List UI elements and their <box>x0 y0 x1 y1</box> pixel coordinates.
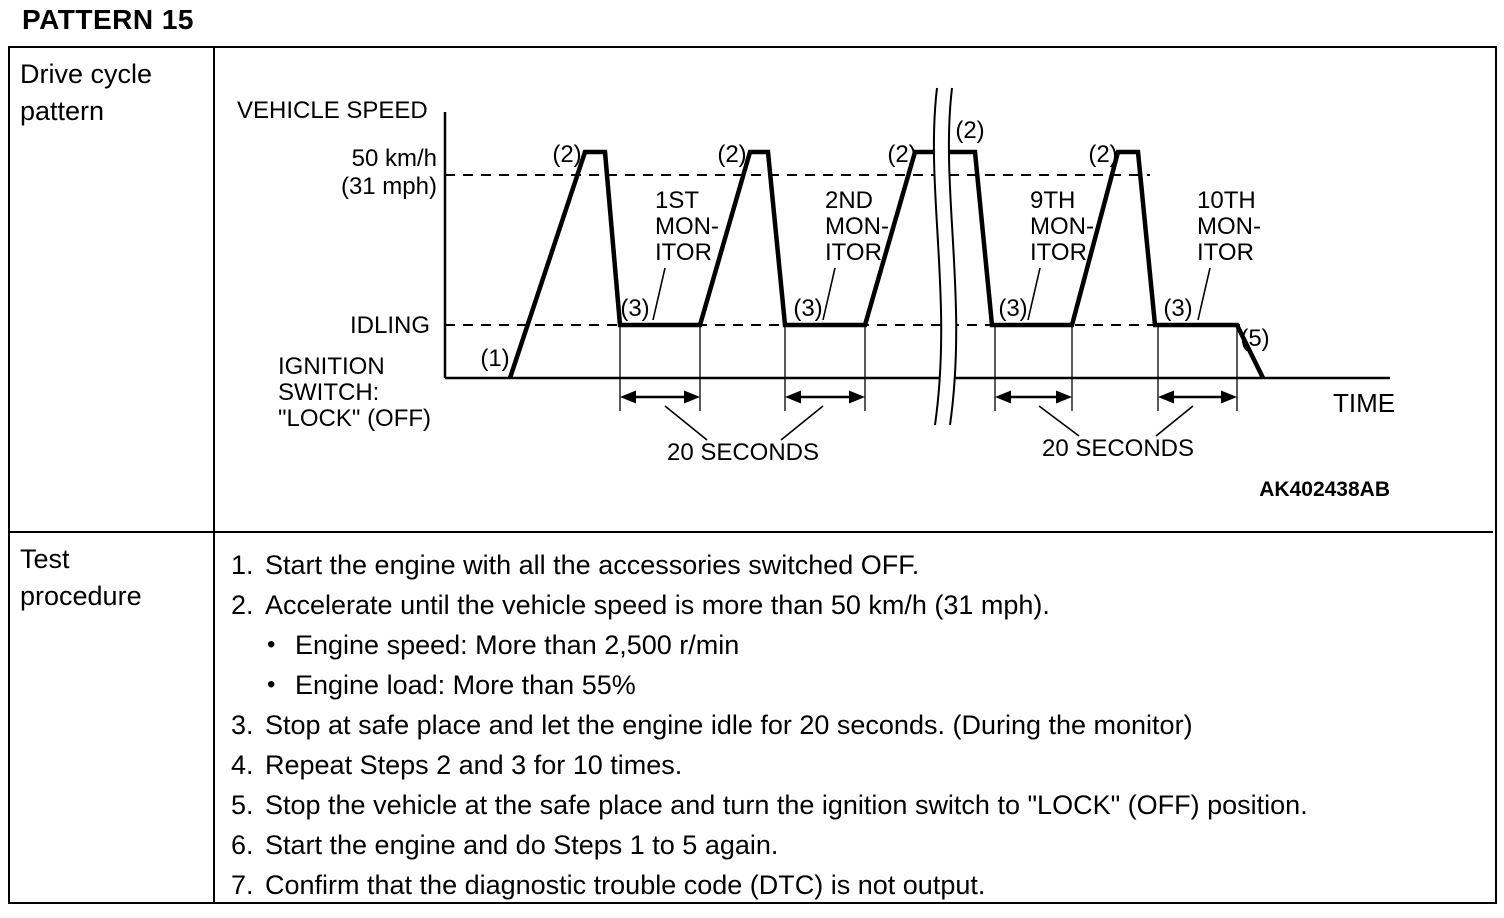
step-text: Stop at safe place and let the engine id… <box>265 710 1193 740</box>
idling-label: IDLING <box>350 312 430 339</box>
monitor-9-label: 9TH MON- ITOR <box>1030 187 1094 266</box>
monitor-leader-lines <box>652 267 1211 321</box>
step-text: Repeat Steps 2 and 3 for 10 times. <box>265 750 683 780</box>
procedure-step-5: 5. Stop the vehicle at the safe place an… <box>231 785 1483 825</box>
svg-text:ITOR: ITOR <box>1030 239 1087 266</box>
speed-50-label: 50 km/h <box>352 145 437 172</box>
twenty-seconds-label-1: 20 SECONDS <box>667 439 819 466</box>
marker-2a: (2) <box>552 141 581 168</box>
svg-text:1ST: 1ST <box>655 187 699 214</box>
pattern-table: Drive cycle pattern <box>8 46 1497 904</box>
vehicle-speed-trace <box>507 149 1266 379</box>
procedure-step-7: 7. Confirm that the diagnostic trouble c… <box>231 865 1483 905</box>
test-procedure-cell: 1. Start the engine with all the accesso… <box>215 533 1493 902</box>
marker-1: (1) <box>480 345 509 372</box>
axis-break-mask <box>933 88 957 425</box>
svg-text:MON-: MON- <box>1030 213 1094 240</box>
step-number: 1. <box>231 550 254 580</box>
bullet-text: Engine load: More than 55% <box>295 670 636 700</box>
step-text: Start the engine and do Steps 1 to 5 aga… <box>265 830 779 860</box>
ignition-label-line2: SWITCH: <box>278 379 379 406</box>
svg-text:2ND: 2ND <box>825 187 873 214</box>
svg-text:MON-: MON- <box>655 213 719 240</box>
ignition-label-line1: IGNITION <box>278 353 385 380</box>
speed-50-mph-label: (31 mph) <box>341 173 437 200</box>
marker-2c: (2) <box>887 141 916 168</box>
marker-2b: (2) <box>717 141 746 168</box>
svg-text:ITOR: ITOR <box>825 239 882 266</box>
ignition-label-line3: "LOCK" (OFF) <box>278 405 431 432</box>
twenty-second-arrows <box>620 390 1237 404</box>
bullet-text: Engine speed: More than 2,500 r/min <box>295 630 740 660</box>
procedure-step-3: 3. Stop at safe place and let the engine… <box>231 705 1483 745</box>
step-number: 5. <box>231 790 254 820</box>
drive-cycle-diagram: VEHICLE SPEED 50 km/h (31 mph) IDLING IG… <box>237 87 1395 501</box>
marker-2d: (2) <box>955 117 984 144</box>
axis-break-right <box>947 87 958 426</box>
page-title: PATTERN 15 <box>22 4 194 35</box>
svg-text:ITOR: ITOR <box>1197 239 1254 266</box>
step-number: 7. <box>231 870 254 900</box>
svg-text:MON-: MON- <box>1197 213 1261 240</box>
svg-text:MON-: MON- <box>825 213 889 240</box>
step-number: 3. <box>231 710 254 740</box>
vehicle-speed-label: VEHICLE SPEED <box>237 97 428 124</box>
svg-text:9TH: 9TH <box>1030 187 1075 214</box>
bullet-icon: • <box>267 671 276 698</box>
drive-cycle-diagram-cell: VEHICLE SPEED 50 km/h (31 mph) IDLING IG… <box>215 48 1493 533</box>
step-number: 6. <box>231 830 254 860</box>
procedure-step-6: 6. Start the engine and do Steps 1 to 5 … <box>231 825 1483 865</box>
idle-guide-lines <box>619 325 1238 411</box>
monitor-2-label: 2ND MON- ITOR <box>825 187 889 266</box>
step-text: Start the engine with all the accessorie… <box>265 550 920 580</box>
procedure-step-4: 4. Repeat Steps 2 and 3 for 10 times. <box>231 745 1483 785</box>
marker-3d: (3) <box>1163 295 1192 322</box>
procedure-step-2: 2. Accelerate until the vehicle speed is… <box>231 585 1483 625</box>
axis-break-left <box>932 87 943 426</box>
step-number: 4. <box>231 750 254 780</box>
bullet-icon: • <box>267 631 276 658</box>
row-label-test-procedure: Test procedure <box>10 533 215 902</box>
marker-2e: (2) <box>1088 141 1117 168</box>
marker-3a: (3) <box>620 295 649 322</box>
figure-code: AK402438AB <box>1259 478 1390 501</box>
procedure-bullet-2: • Engine load: More than 55% <box>267 665 1483 705</box>
twenty-seconds-label-2: 20 SECONDS <box>1042 435 1194 462</box>
step-number: 2. <box>231 590 254 620</box>
step-text: Confirm that the diagnostic trouble code… <box>265 870 986 900</box>
svg-text:10TH: 10TH <box>1197 187 1256 214</box>
marker-5: (5) <box>1240 325 1269 352</box>
marker-3b: (3) <box>793 295 822 322</box>
procedure-bullet-1: • Engine speed: More than 2,500 r/min <box>267 625 1483 665</box>
procedure-step-1: 1. Start the engine with all the accesso… <box>231 545 1483 585</box>
seconds-leader-lines <box>664 405 1194 441</box>
monitor-1-label: 1ST MON- ITOR <box>655 187 719 266</box>
step-text: Accelerate until the vehicle speed is mo… <box>265 590 1050 620</box>
monitor-10-label: 10TH MON- ITOR <box>1197 187 1261 266</box>
test-procedure-label: Test procedure <box>20 544 142 611</box>
time-axis-label: TIME <box>1333 388 1395 418</box>
svg-text:ITOR: ITOR <box>655 239 712 266</box>
drive-cycle-pattern-label: Drive cycle pattern <box>20 59 153 126</box>
row-label-drive-cycle: Drive cycle pattern <box>10 48 215 533</box>
marker-3c: (3) <box>998 295 1027 322</box>
step-text: Stop the vehicle at the safe place and t… <box>265 790 1308 820</box>
